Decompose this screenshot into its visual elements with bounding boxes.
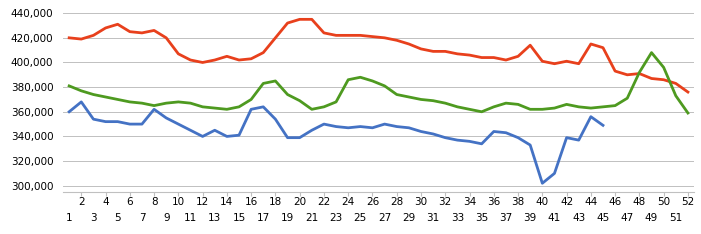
Text: 29: 29: [402, 213, 416, 223]
Text: 17: 17: [257, 213, 270, 223]
Text: 45: 45: [597, 213, 610, 223]
Text: 49: 49: [645, 213, 658, 223]
Text: 43: 43: [572, 213, 585, 223]
Text: 37: 37: [499, 213, 512, 223]
Text: 5: 5: [114, 213, 121, 223]
Text: 51: 51: [669, 213, 682, 223]
Text: 13: 13: [208, 213, 222, 223]
Text: 33: 33: [451, 213, 464, 223]
Text: 25: 25: [354, 213, 367, 223]
Text: 23: 23: [329, 213, 343, 223]
Text: 31: 31: [426, 213, 440, 223]
Text: 3: 3: [90, 213, 97, 223]
Text: 1: 1: [66, 213, 72, 223]
Text: 35: 35: [475, 213, 489, 223]
Text: 15: 15: [233, 213, 245, 223]
Text: 27: 27: [378, 213, 391, 223]
Text: 47: 47: [620, 213, 634, 223]
Text: 41: 41: [548, 213, 561, 223]
Text: 39: 39: [524, 213, 537, 223]
Text: 9: 9: [163, 213, 170, 223]
Text: 7: 7: [139, 213, 145, 223]
Text: 21: 21: [305, 213, 318, 223]
Text: 19: 19: [281, 213, 294, 223]
Text: 11: 11: [184, 213, 197, 223]
